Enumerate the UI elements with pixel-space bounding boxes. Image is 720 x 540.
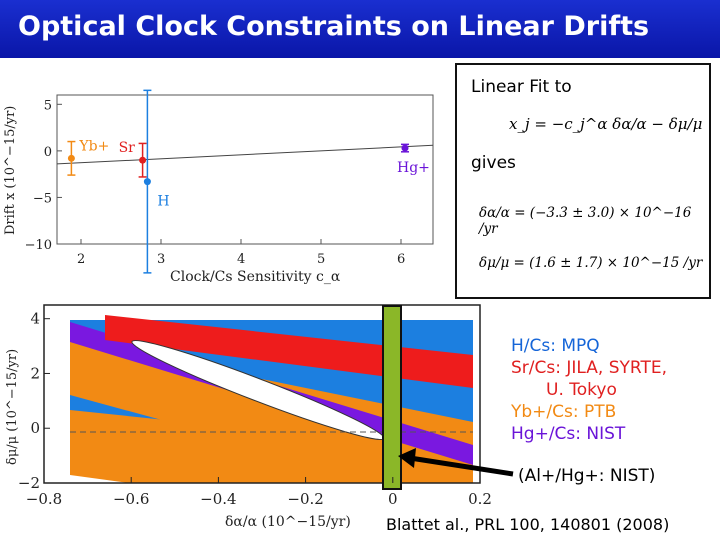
point-H xyxy=(143,178,151,186)
drift-y-tick-label: −5 xyxy=(33,191,52,206)
arrow xyxy=(398,448,514,477)
constraint-x-tick-label: −0.2 xyxy=(287,490,323,508)
constraint-x-label: δα/α (10^−15/yr) xyxy=(225,514,351,530)
fit-result-mu: δμ/μ = (1.6 ± 1.7) × 10^−15 /yr xyxy=(479,255,703,271)
drift-x-tick-label: 3 xyxy=(157,252,165,267)
legend-item-4: Hg+/Cs: NIST xyxy=(511,424,626,444)
series-label-H: H xyxy=(157,194,169,210)
point-Hg+ xyxy=(401,144,409,152)
fit-gives: gives xyxy=(471,153,516,173)
constraint-y-tick-label: 2 xyxy=(30,364,40,382)
fit-result-alpha: δα/α = (−3.3 ± 3.0) × 10^−16 /yr xyxy=(479,205,692,237)
series-label-Hg+: Hg+ xyxy=(397,160,430,176)
drift-y-tick-label: 5 xyxy=(44,98,52,113)
slide-title: Optical Clock Constraints on Linear Drif… xyxy=(18,11,650,42)
point-Sr xyxy=(139,156,147,164)
drift-y-tick-label: −10 xyxy=(25,238,52,253)
fit-intro: Linear Fit to xyxy=(471,77,572,97)
constraint-y-tick-label: 4 xyxy=(30,310,40,328)
drift-y-tick-label: 0 xyxy=(44,145,52,160)
drift-x-tick-label: 2 xyxy=(77,252,85,267)
constraint-x-tick-label: −0.8 xyxy=(26,490,62,508)
drift-chart: 2 3 4 5 6 5 0 −5 −10 Yb+ Sr H Hg+ Drift x (10^−15/y… xyxy=(3,89,434,285)
series-label-Yb+: Yb+ xyxy=(78,138,109,154)
drift-x-tick-label: 6 xyxy=(397,252,405,267)
al-hg-label: (Al+/Hg+: NIST) xyxy=(518,466,656,486)
constraint-plot-frame xyxy=(43,304,481,484)
drift-plot-frame xyxy=(56,94,434,245)
constraint-chart: −0.8 −0.6 −0.4 −0.2 0 0.2 4 2 0 −2 δμ/μ (10^−15/y… xyxy=(5,304,492,530)
constraint-y-tick-label: 0 xyxy=(30,419,40,437)
drift-x-tick-label: 4 xyxy=(237,252,245,267)
constraint-y-tick-label: −2 xyxy=(18,474,40,492)
drift-x-tick-label: 5 xyxy=(317,252,325,267)
drift-x-label: Clock/Cs Sensitivity c_α xyxy=(170,269,341,285)
fit-result-box: Linear Fit to x_j = −c_j^α δα/α − δμ/μ g… xyxy=(455,63,711,299)
drift-y-label: Drift x (10^−15/yr) xyxy=(3,106,18,235)
al-hg-band xyxy=(382,305,402,490)
title-bar: Optical Clock Constraints on Linear Drif… xyxy=(0,0,720,58)
constraint-x-tick-label: −0.4 xyxy=(200,490,236,508)
drift-fit-line xyxy=(56,144,434,165)
legend-item-1: Sr/Cs: JILA, SYRTE, xyxy=(511,358,667,378)
region-red-sr xyxy=(105,315,473,388)
series-label-Sr: Sr xyxy=(119,140,136,156)
point-Yb+ xyxy=(67,154,75,162)
constraint-x-tick-label: 0 xyxy=(388,490,398,508)
citation: Blattet al., PRL 100, 140801 (2008) xyxy=(386,515,670,534)
fit-equation: x_j = −c_j^α δα/α − δμ/μ xyxy=(509,115,703,133)
constraint-y-label: δμ/μ (10^−15/yr) xyxy=(5,349,20,465)
legend-item-2: U. Tokyo xyxy=(546,380,617,400)
constraint-x-tick-label: −0.6 xyxy=(113,490,149,508)
constraint-x-tick-label: 0.2 xyxy=(468,490,492,508)
region-orange-sr-band xyxy=(70,410,473,483)
legend-item-3: Yb+/Cs: PTB xyxy=(511,402,617,422)
legend-item-0: H/Cs: MPQ xyxy=(511,336,600,356)
